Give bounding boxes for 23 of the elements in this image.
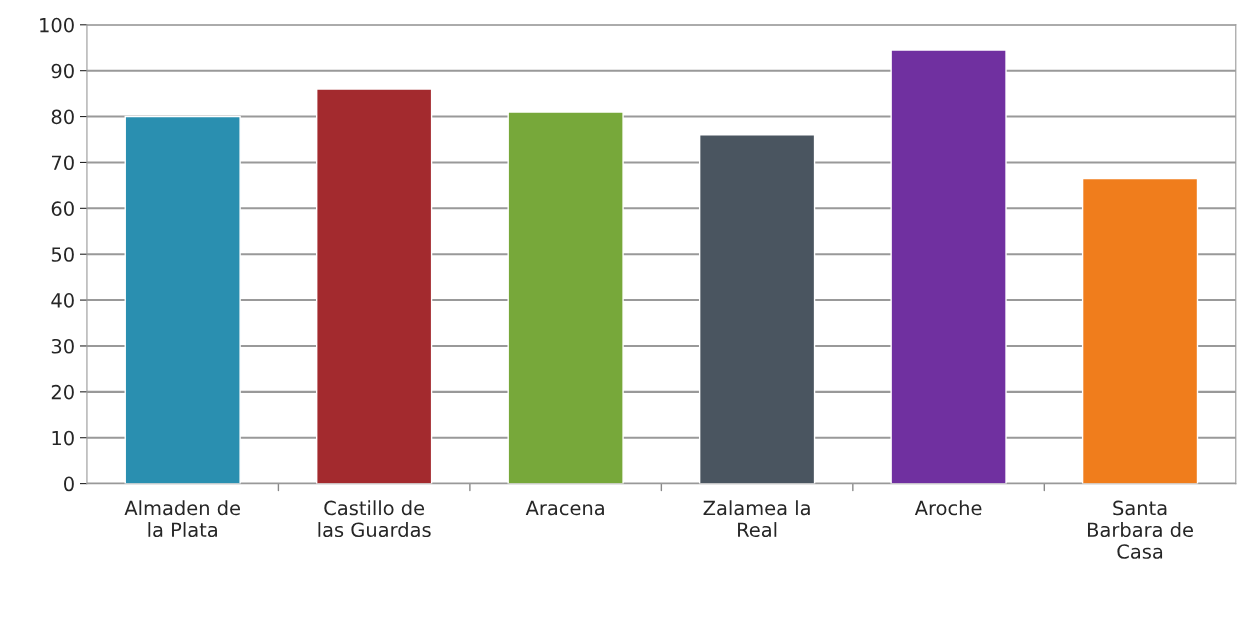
bar <box>698 134 816 484</box>
x-tick-label: Castillo de las Guardas <box>318 500 431 538</box>
bar <box>1081 177 1199 484</box>
bar <box>316 88 433 484</box>
y-tick-label: 30 <box>51 338 74 354</box>
y-tick-label: 80 <box>51 109 74 125</box>
x-tick-label: Zalamea la Real <box>703 500 810 538</box>
bar <box>890 49 1007 484</box>
y-tick-label: 70 <box>51 155 74 171</box>
bar <box>507 111 624 484</box>
y-tick-label: 60 <box>51 201 74 216</box>
y-tick-label: 40 <box>51 293 74 308</box>
bar <box>124 115 241 484</box>
x-tick-label: Almaden de la Plata <box>124 500 240 538</box>
x-tick-label: Santa Barbara de Casa <box>1088 500 1193 559</box>
y-tick-label: 90 <box>51 63 74 79</box>
y-tick-label: 100 <box>40 17 74 33</box>
y-tick-label: 0 <box>64 476 74 492</box>
y-tick-label: 50 <box>51 247 74 262</box>
y-tick-label: 20 <box>51 384 74 400</box>
x-tick-label: Aroche <box>914 500 982 516</box>
y-tick-label: 10 <box>52 430 74 446</box>
x-tick-label: Aracena <box>525 500 604 516</box>
